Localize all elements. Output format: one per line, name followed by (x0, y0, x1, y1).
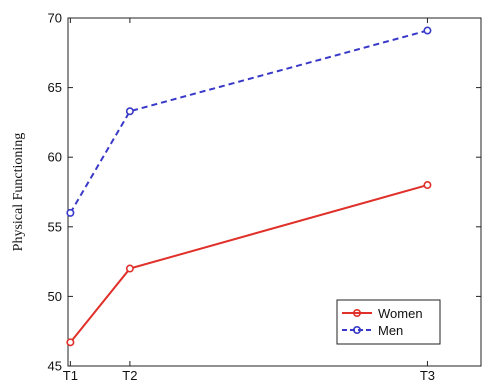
data-point-men (66, 208, 75, 217)
series-line-men (69, 29, 428, 214)
legend-marker-men (352, 325, 361, 334)
plot-frame (67, 17, 482, 367)
data-point-women (423, 181, 432, 190)
data-point-men (125, 107, 134, 116)
y-axis: 45 50 55 60 65 70 (48, 11, 481, 374)
legend: Women Men (336, 299, 441, 345)
y-tick-label: 45 (48, 359, 62, 374)
y-tick-label: 55 (48, 219, 62, 234)
data-point-women (66, 338, 75, 347)
legend-entry-men: Men (342, 323, 403, 338)
legend-label-men: Men (378, 323, 403, 338)
data-point-men (423, 26, 432, 35)
legend-label-women: Women (378, 306, 423, 321)
y-tick-label: 70 (48, 11, 62, 26)
y-tick-label: 65 (48, 80, 62, 95)
legend-marker-women (352, 308, 361, 317)
x-axis: T1 T2 T3 (63, 18, 435, 383)
x-tick-label: T3 (420, 368, 435, 381)
x-tick-label: T1 (63, 368, 78, 381)
y-tick-label: 50 (48, 289, 62, 304)
y-tick-label: 60 (48, 150, 62, 165)
y-axis-label: Physical Functioning (11, 133, 26, 252)
data-point-women (125, 264, 134, 273)
legend-entry-women: Women (342, 306, 423, 321)
legend-box (336, 299, 441, 345)
x-tick-label: T2 (122, 368, 137, 381)
series-layer (66, 26, 432, 347)
